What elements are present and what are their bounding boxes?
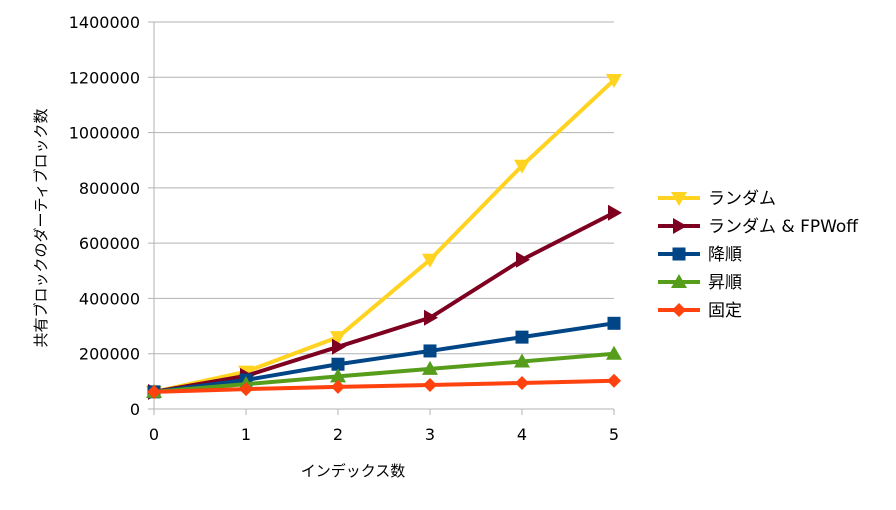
data-point bbox=[515, 376, 529, 391]
y-tick-labels: 0 200000 400000 600000 800000 1000000 1200000 1… bbox=[69, 13, 140, 419]
legend-marker bbox=[673, 218, 687, 234]
x-tick-label: 2 bbox=[333, 425, 343, 444]
x-axis-label: インデックス数 bbox=[301, 462, 406, 480]
x-tick-label: 1 bbox=[241, 425, 251, 444]
data-point bbox=[608, 204, 622, 221]
legend-label: 固定 bbox=[708, 301, 742, 321]
y-tick-label: 600000 bbox=[79, 234, 140, 253]
data-point bbox=[330, 368, 346, 383]
data-point bbox=[422, 253, 438, 268]
x-tick-label: 0 bbox=[149, 425, 159, 444]
data-point bbox=[423, 377, 437, 392]
legend-item-2: 降順 bbox=[658, 245, 742, 265]
legend-label: ランダム bbox=[708, 189, 776, 209]
series-line bbox=[153, 321, 615, 394]
data-point bbox=[514, 159, 530, 174]
y-tick-label: 400000 bbox=[79, 289, 140, 308]
x-tick-labels: 0 1 2 3 4 5 bbox=[149, 425, 619, 444]
series-group bbox=[146, 74, 622, 400]
y-axis-label: 共有ブロックのダーティブロック数 bbox=[32, 108, 50, 347]
gridlines bbox=[154, 21, 614, 355]
legend-item-3: 昇順 bbox=[658, 273, 742, 293]
data-point bbox=[332, 338, 346, 355]
series-line bbox=[153, 78, 616, 394]
data-point bbox=[607, 373, 621, 388]
axes bbox=[148, 21, 615, 415]
x-tick-label: 3 bbox=[425, 425, 435, 444]
legend-item-1: ランダム & FPWoff bbox=[658, 217, 859, 237]
x-tick-label: 4 bbox=[517, 425, 527, 444]
legend-label: ランダム & FPWoff bbox=[708, 217, 859, 237]
data-point bbox=[422, 360, 438, 375]
data-point bbox=[514, 353, 530, 368]
data-point bbox=[606, 74, 622, 89]
data-point bbox=[330, 331, 346, 346]
y-tick-label: 800000 bbox=[79, 179, 140, 198]
data-point bbox=[331, 357, 345, 371]
data-point bbox=[607, 316, 621, 330]
legend-label: 昇順 bbox=[708, 273, 742, 293]
legend-label: 降順 bbox=[708, 245, 742, 265]
legend-marker bbox=[671, 192, 687, 206]
data-point bbox=[516, 251, 530, 268]
data-point bbox=[147, 384, 161, 399]
series-line bbox=[153, 351, 615, 394]
data-point bbox=[515, 330, 529, 344]
series-0 bbox=[146, 74, 622, 400]
series-line bbox=[153, 378, 615, 394]
y-tick-label: 1200000 bbox=[69, 68, 140, 87]
x-tick-label: 5 bbox=[609, 425, 619, 444]
y-tick-label: 0 bbox=[130, 400, 140, 419]
data-point bbox=[424, 309, 438, 326]
data-point bbox=[423, 344, 437, 358]
legend-marker bbox=[672, 247, 686, 261]
data-point bbox=[606, 345, 622, 360]
data-point bbox=[239, 382, 253, 397]
legend-marker bbox=[672, 303, 686, 317]
data-point bbox=[331, 379, 345, 394]
legend-item-4: 固定 bbox=[658, 301, 742, 321]
legend-marker bbox=[671, 274, 687, 288]
series-4 bbox=[147, 373, 621, 399]
series-line bbox=[153, 210, 615, 394]
legend-item-0: ランダム bbox=[658, 189, 776, 209]
y-tick-label: 200000 bbox=[79, 345, 140, 364]
y-tick-label: 1400000 bbox=[69, 13, 140, 32]
y-tick-label: 1000000 bbox=[69, 124, 140, 143]
